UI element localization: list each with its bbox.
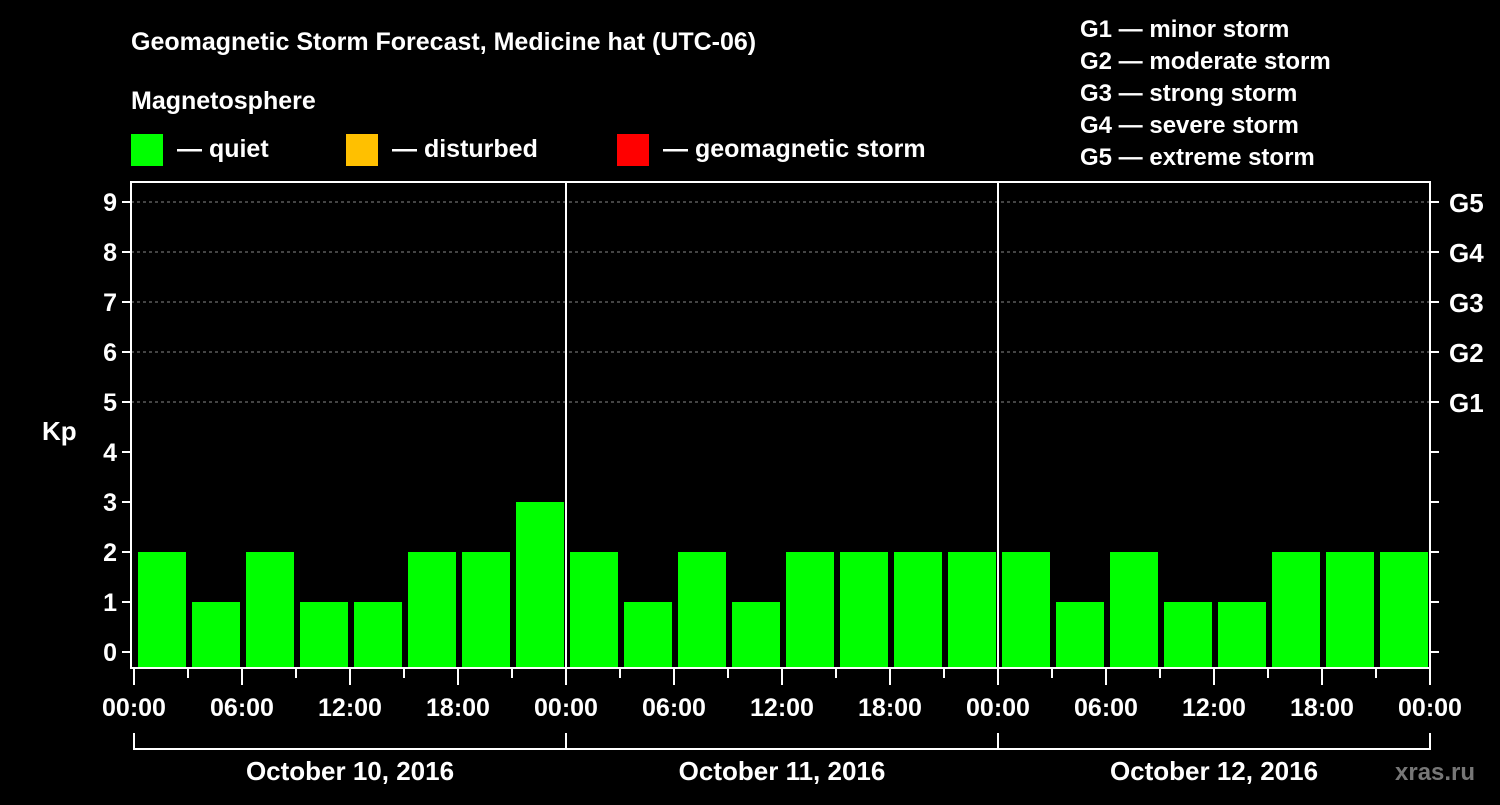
kp-bar [840, 552, 888, 668]
y-axis-label: Kp [42, 416, 77, 446]
kp-bar [1326, 552, 1374, 668]
y-tick-label: 8 [103, 239, 117, 267]
storm-scale-item: G4 — severe storm [1080, 112, 1299, 139]
kp-bar [732, 602, 780, 668]
kp-bar [516, 502, 564, 668]
kp-bar [948, 552, 996, 668]
storm-scale-legend: G1 — minor storm G2 — moderate storm G3 — … [1080, 16, 1331, 171]
y-tick-label: 6 [103, 339, 117, 367]
legend-swatch [346, 134, 378, 166]
g-scale-label: G1 [1449, 388, 1484, 418]
legend-swatch [131, 134, 163, 166]
g-scale-label: G4 [1449, 238, 1484, 268]
date-label: October 11, 2016 [679, 756, 886, 786]
date-label: October 12, 2016 [1110, 756, 1318, 786]
kp-bar [1272, 552, 1320, 668]
y-tick-label: 3 [103, 489, 117, 517]
legend-title: Magnetosphere [131, 87, 316, 115]
legend-label: — geomagnetic storm [663, 135, 926, 163]
kp-bar [1002, 552, 1050, 668]
y-tick-label: 5 [103, 389, 117, 417]
storm-scale-item: G1 — minor storm [1080, 16, 1289, 43]
kp-bar [570, 552, 618, 668]
kp-bar [1380, 552, 1428, 668]
plot-area: 0 1 2 3 4 5 6 7 8 9 G1 G2 G3 G4 G5 00:00 06:00 12:00 18:00… [102, 181, 1484, 786]
chart-title: Geomagnetic Storm Forecast, Medicine hat… [131, 28, 756, 56]
kp-bar [408, 552, 456, 668]
kp-bar [354, 602, 402, 668]
legend-label: — disturbed [392, 135, 538, 163]
watermark: xras.ru [1395, 759, 1475, 786]
x-tick-label: 06:00 [210, 694, 274, 722]
y-tick-label: 2 [103, 539, 117, 567]
kp-bar [246, 552, 294, 668]
x-tick-label: 12:00 [1182, 694, 1246, 722]
x-tick-label: 18:00 [1290, 694, 1354, 722]
legend: — quiet — disturbed — geomagnetic storm [131, 134, 926, 166]
g-scale-label: G5 [1449, 188, 1484, 218]
storm-scale-item: G3 — strong storm [1080, 80, 1297, 107]
kp-bar [462, 552, 510, 668]
x-tick-label: 18:00 [858, 694, 922, 722]
kp-bar [138, 552, 186, 668]
x-tick-label: 12:00 [318, 694, 382, 722]
kp-bar [1056, 602, 1104, 668]
storm-scale-item: G5 — extreme storm [1080, 144, 1315, 171]
y-tick-label: 1 [103, 589, 117, 617]
y-tick-label: 4 [103, 439, 117, 467]
kp-bar [624, 602, 672, 668]
x-tick-label: 00:00 [1398, 694, 1462, 722]
legend-label: — quiet [177, 135, 269, 163]
kp-bar [300, 602, 348, 668]
x-tick-label: 06:00 [642, 694, 706, 722]
storm-scale-item: G2 — moderate storm [1080, 48, 1331, 75]
x-tick-label: 00:00 [534, 694, 598, 722]
kp-bar [1164, 602, 1212, 668]
x-tick-label: 18:00 [426, 694, 490, 722]
date-label: October 10, 2016 [246, 756, 454, 786]
plot-frame [130, 181, 1431, 669]
x-tick-label: 00:00 [102, 694, 166, 722]
legend-swatch [617, 134, 649, 166]
kp-bar [678, 552, 726, 668]
x-tick-label: 12:00 [750, 694, 814, 722]
kp-bar [786, 552, 834, 668]
kp-bar [1110, 552, 1158, 668]
y-tick-label: 9 [103, 189, 117, 217]
x-tick-label: 06:00 [1074, 694, 1138, 722]
kp-bar [894, 552, 942, 668]
kp-bar [1218, 602, 1266, 668]
g-scale-label: G3 [1449, 288, 1484, 318]
x-tick-label: 00:00 [966, 694, 1030, 722]
y-tick-label: 7 [103, 289, 117, 317]
g-scale-label: G2 [1449, 338, 1484, 368]
kp-bar [192, 602, 240, 668]
y-tick-label: 0 [103, 639, 117, 667]
